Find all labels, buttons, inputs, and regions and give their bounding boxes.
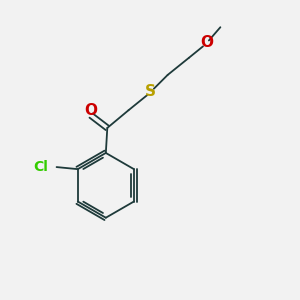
Text: O: O <box>200 35 213 50</box>
Text: O: O <box>84 103 97 118</box>
Text: S: S <box>145 84 155 99</box>
Text: Cl: Cl <box>34 160 48 174</box>
